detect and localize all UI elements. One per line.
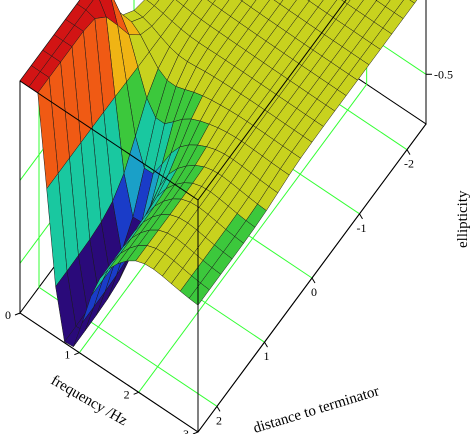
distance-tick-mark: [264, 341, 268, 348]
x-axis-label: frequency /Hz: [48, 373, 130, 430]
top-edge-front-left: [19, 80, 199, 201]
distance-tick-mark: [311, 277, 316, 284]
y-axis-label: distance to terminator: [251, 383, 381, 434]
front-left-bottom-edge: [19, 312, 199, 433]
distance-tick-mark: [406, 149, 411, 155]
frequency-tick-label: 1: [64, 348, 70, 362]
ellipticity-tick-label: -0.5: [434, 67, 453, 81]
distance-tick-label: -2: [404, 157, 414, 171]
distance-tick-label: 0: [311, 285, 317, 299]
distance-tick-label: 2: [216, 413, 222, 427]
top-edge-front-right: [197, 0, 347, 201]
distance-tick-label: 1: [264, 349, 270, 363]
frequency-tick-label: 3: [183, 427, 189, 434]
distance-tick-label: -1: [357, 221, 367, 235]
distance-tick-mark: [359, 213, 363, 220]
surface-patch: [188, 282, 210, 306]
frequency-tick-mark: [14, 312, 21, 316]
frequency-tick-mark: [133, 391, 139, 395]
frequency-tick-mark: [74, 352, 80, 356]
z-axis-label: ellipticity: [455, 190, 471, 248]
surface-mesh: [19, 0, 418, 348]
front-frame: [19, 0, 427, 433]
frequency-tick-label: 0: [5, 308, 11, 322]
frequency-tick-label: 2: [124, 387, 130, 401]
distance-tick-mark: [216, 406, 221, 412]
